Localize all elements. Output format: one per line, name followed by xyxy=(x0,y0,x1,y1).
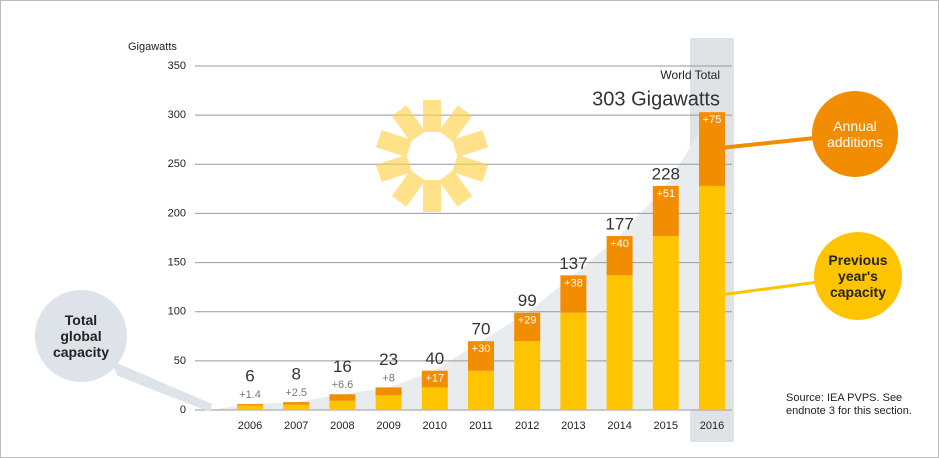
total-label: 23 xyxy=(379,350,398,369)
bar-segment xyxy=(283,402,310,405)
bar-segment xyxy=(237,404,263,406)
addition-label: +1.4 xyxy=(239,389,261,401)
x-tick-label: 2014 xyxy=(607,420,631,432)
bar-segment xyxy=(329,394,356,401)
addition-label: +29 xyxy=(518,315,537,327)
total-label: 40 xyxy=(425,349,444,368)
x-tick-label: 2011 xyxy=(469,420,493,432)
bar-segment xyxy=(375,387,402,396)
bar-segment xyxy=(652,185,679,237)
bar-segment xyxy=(560,275,587,313)
x-tick-label: 2015 xyxy=(654,420,678,432)
bar-segment xyxy=(421,387,448,410)
bar-segment xyxy=(560,312,587,410)
bar-segment xyxy=(514,312,541,342)
y-tick-label: 100 xyxy=(168,306,186,318)
total-label: 177 xyxy=(605,215,633,234)
x-tick-label: 2007 xyxy=(284,420,308,432)
y-tick-label: 0 xyxy=(180,404,186,416)
x-tick-label: 2009 xyxy=(376,420,400,432)
addition-label: +2.5 xyxy=(285,387,307,399)
capacity-area xyxy=(210,112,712,411)
x-tick-label: 2006 xyxy=(238,420,262,432)
total-label: 228 xyxy=(652,164,680,183)
bar-segment xyxy=(237,405,263,410)
y-tick-label: 250 xyxy=(168,158,186,170)
total-label: 6 xyxy=(245,367,254,386)
addition-label: +8 xyxy=(382,372,395,384)
x-tick-label: 2012 xyxy=(515,420,539,432)
x-tick-label: 2008 xyxy=(330,420,354,432)
bar-segment xyxy=(606,275,633,410)
bar-segment xyxy=(421,370,448,388)
bar-segment xyxy=(606,236,633,276)
x-tick-label: 2016 xyxy=(700,420,724,432)
y-tick-label: 200 xyxy=(168,207,186,219)
total-label: 99 xyxy=(518,291,537,310)
bar-segment xyxy=(699,112,725,186)
bar-segment xyxy=(652,236,679,410)
addition-label: +6.6 xyxy=(332,379,354,391)
callout-wedge xyxy=(110,360,212,412)
y-tick-label: 50 xyxy=(174,355,186,367)
addition-label: +17 xyxy=(425,373,444,385)
additions-bubble: Annual additions xyxy=(812,91,898,177)
x-tick-label: 2010 xyxy=(423,420,447,432)
bar-segment xyxy=(468,341,494,371)
addition-label: +75 xyxy=(703,114,722,126)
y-tick-label: 300 xyxy=(168,109,186,121)
bar-segment xyxy=(375,395,402,410)
previous-bubble: Previous year's capacity xyxy=(814,232,902,320)
total-label: 137 xyxy=(559,254,587,273)
total-label: 70 xyxy=(472,320,491,339)
world-total-label: World Total xyxy=(660,68,720,82)
bar-segment xyxy=(283,404,310,410)
y-tick-label: 350 xyxy=(168,60,186,72)
total-label: 303 Gigawatts xyxy=(592,88,720,110)
sun-icon xyxy=(375,100,489,212)
y-tick-label: 150 xyxy=(168,256,186,268)
source-note: Source: IEA PVPS. See endnote 3 for this… xyxy=(786,392,912,417)
total-label: 16 xyxy=(333,357,352,376)
addition-label: +40 xyxy=(610,238,629,250)
bar-segment xyxy=(329,400,356,410)
addition-label: +38 xyxy=(564,277,583,289)
bar-segment xyxy=(514,341,541,410)
total-label: 8 xyxy=(291,365,300,384)
addition-label: +30 xyxy=(472,343,491,355)
y-axis-label: Gigawatts xyxy=(128,41,177,53)
addition-label: +51 xyxy=(656,188,675,200)
bar-segment xyxy=(468,370,494,410)
x-tick-label: 2013 xyxy=(561,420,585,432)
callout-line xyxy=(719,280,819,297)
total-bubble: Total global capacity xyxy=(35,290,127,382)
callout-line xyxy=(719,136,816,150)
bar-segment xyxy=(699,185,725,410)
